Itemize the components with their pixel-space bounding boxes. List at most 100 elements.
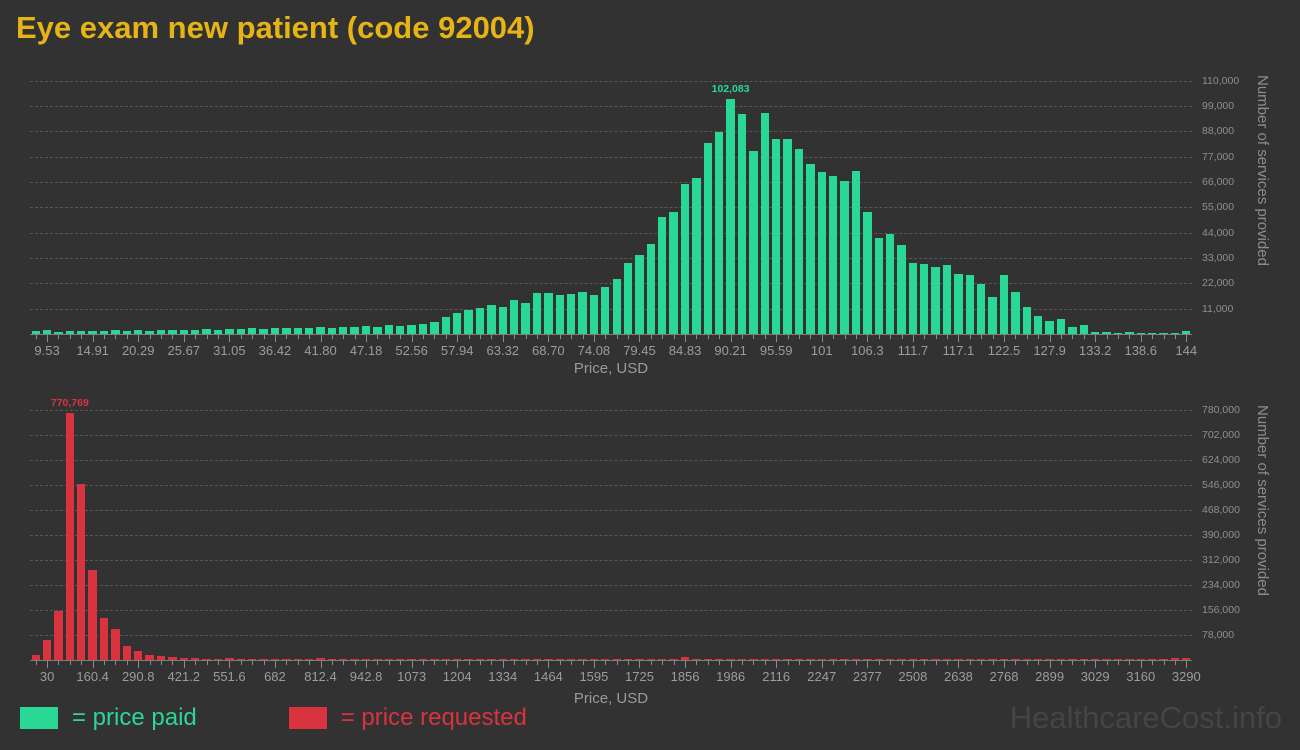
bar [111,628,120,660]
axis-tick [286,661,288,665]
axis-tick [742,661,743,665]
y-tick-label: 156,000 [1202,604,1240,617]
bar [1056,659,1066,660]
bar [612,659,621,660]
x-tick-label: 14.91 [76,343,109,358]
bar [418,323,428,334]
axis-tick [92,661,94,668]
y-tick-label: 77,000 [1202,150,1235,163]
bar [988,296,997,334]
x-tick-label: 74.08 [577,343,611,358]
x-axis-title: Price, USD [573,360,649,377]
watermark: HealthcareCost.info [1009,700,1282,735]
axis-tick [377,661,379,665]
bar [327,659,337,660]
bar [339,326,348,334]
axis-tick [92,335,94,342]
axis-tick [730,661,732,668]
bar [350,327,359,334]
bar [487,659,496,660]
axis-tick [240,335,242,339]
axis-tick [1163,661,1165,665]
bar [521,302,530,334]
price-paid-swatch [20,707,58,729]
bar [589,659,599,660]
axis-tick [776,335,778,342]
bar [749,659,758,660]
bar [885,659,895,660]
axis-tick [81,335,83,339]
axis-tick [1174,661,1176,665]
axis-tick [901,335,903,339]
bar [783,138,792,334]
price-requested-legend-label: = price requested [340,704,527,731]
axis-tick [696,335,698,339]
axis-tick [1140,335,1142,342]
bar [977,284,986,334]
bar [1011,291,1020,334]
bar [270,658,280,660]
bar [1011,659,1020,660]
axis-tick [1163,335,1165,339]
y-tick-label: 312,000 [1202,554,1240,567]
gridline [30,485,1192,487]
bar [726,98,735,334]
axis-tick [343,661,345,665]
x-tick-label: 1334 [488,669,518,684]
bar [1170,658,1180,660]
axis-tick [206,335,208,339]
bar [145,330,154,334]
axis-tick [388,335,390,339]
axis-tick [958,335,960,342]
axis-tick [787,661,789,665]
bar [1136,332,1145,334]
axis-tick [890,661,892,665]
bar [920,659,929,660]
x-tick-label: 1073 [397,669,427,684]
axis-tick [35,661,37,665]
legend: = price paid = price requested [20,704,619,732]
bar [339,659,348,660]
axis-tick [331,661,333,665]
axis-tick [206,661,208,665]
price-paid-legend-label: = price paid [72,704,197,731]
axis-tick [776,661,778,668]
axis-tick [1140,661,1142,668]
bar [737,114,747,334]
axis-tick [69,335,71,339]
bar [1090,659,1100,660]
bar [441,659,450,660]
axis-tick [548,335,550,342]
axis-tick [912,661,914,668]
axis-tick [1095,661,1097,668]
axis-tick [878,661,880,665]
bar [1182,331,1191,334]
axis-tick [1186,335,1188,342]
price-paid-chart: 102,083 Price, USD Number of services pr… [0,75,1300,380]
y-tick-label: 110,000 [1202,74,1240,87]
bar [509,299,519,334]
bar [965,659,975,660]
bar [760,113,769,334]
axis-tick [172,661,174,665]
y-tick-label: 234,000 [1202,579,1240,592]
axis-tick [514,335,516,339]
axis-tick [126,661,128,665]
x-tick-label: 122.5 [987,343,1021,358]
bar [692,658,701,660]
x-tick-label: 942.8 [349,669,383,684]
axis-tick [582,335,584,339]
x-tick-label: 144 [1175,343,1198,358]
axis-tick [525,661,527,665]
axis-tick [434,335,436,339]
bar [247,659,257,660]
axis-tick [69,661,71,665]
bar [1034,316,1043,334]
bar [1113,659,1123,660]
bar [65,413,75,660]
axis-tick [1004,335,1006,342]
axis-tick [742,335,743,339]
axis-tick [685,661,687,668]
bar [122,645,132,660]
x-tick-label: 84.83 [668,343,702,358]
